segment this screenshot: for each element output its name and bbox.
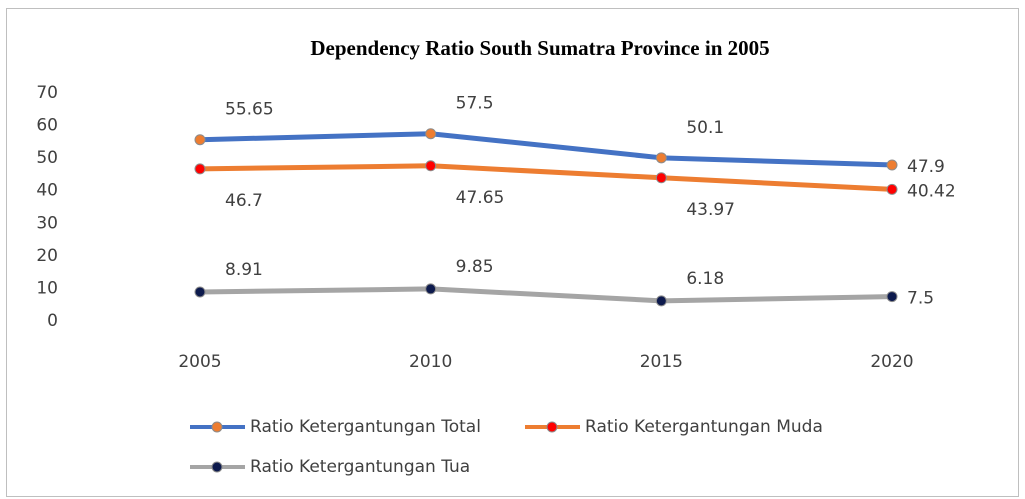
y-tick-label: 60 — [36, 116, 58, 136]
data-label: 6.18 — [686, 269, 724, 289]
data-label: 47.9 — [907, 157, 945, 177]
data-label: 47.65 — [456, 188, 505, 208]
data-point — [655, 152, 667, 164]
data-point — [425, 128, 437, 140]
y-tick-label: 40 — [36, 181, 58, 201]
data-label: 43.97 — [686, 200, 735, 220]
x-tick-label: 2010 — [409, 352, 452, 372]
data-label: 8.91 — [225, 260, 263, 280]
legend-marker — [546, 421, 558, 433]
y-tick-label: 70 — [36, 83, 58, 103]
data-label: 7.5 — [907, 289, 934, 309]
data-label: 9.85 — [456, 257, 494, 277]
data-label: 40.42 — [907, 181, 956, 201]
series-line — [197, 286, 895, 304]
y-tick-label: 50 — [36, 148, 58, 168]
data-point — [194, 286, 206, 298]
legend-label: Ratio Ketergantungan Total — [250, 417, 481, 437]
legend-marker — [211, 421, 223, 433]
x-tick-label: 2020 — [870, 352, 913, 372]
legend-label: Ratio Ketergantungan Tua — [250, 457, 470, 477]
y-tick-label: 10 — [36, 278, 58, 298]
legend-marker — [211, 461, 223, 473]
chart-border — [6, 8, 1019, 497]
data-point — [655, 172, 667, 184]
x-tick-label: 2015 — [640, 352, 683, 372]
y-tick-label: 0 — [47, 311, 58, 331]
data-label: 55.65 — [225, 100, 274, 120]
data-point — [886, 183, 898, 195]
data-label: 46.7 — [225, 191, 263, 211]
data-point — [194, 134, 206, 146]
y-tick-label: 20 — [36, 246, 58, 266]
data-label: 50.1 — [686, 118, 724, 138]
data-point — [425, 160, 437, 172]
data-label: 57.5 — [456, 94, 494, 114]
data-point — [886, 291, 898, 303]
series-line — [197, 163, 895, 192]
legend-label: Ratio Ketergantungan Muda — [585, 417, 823, 437]
data-point — [194, 163, 206, 175]
series-line — [197, 131, 895, 168]
chart-title: Dependency Ratio South Sumatra Province … — [310, 36, 769, 60]
data-point — [886, 159, 898, 171]
x-tick-label: 2005 — [178, 352, 221, 372]
y-tick-label: 30 — [36, 213, 58, 233]
data-point — [425, 283, 437, 295]
data-point — [655, 295, 667, 307]
